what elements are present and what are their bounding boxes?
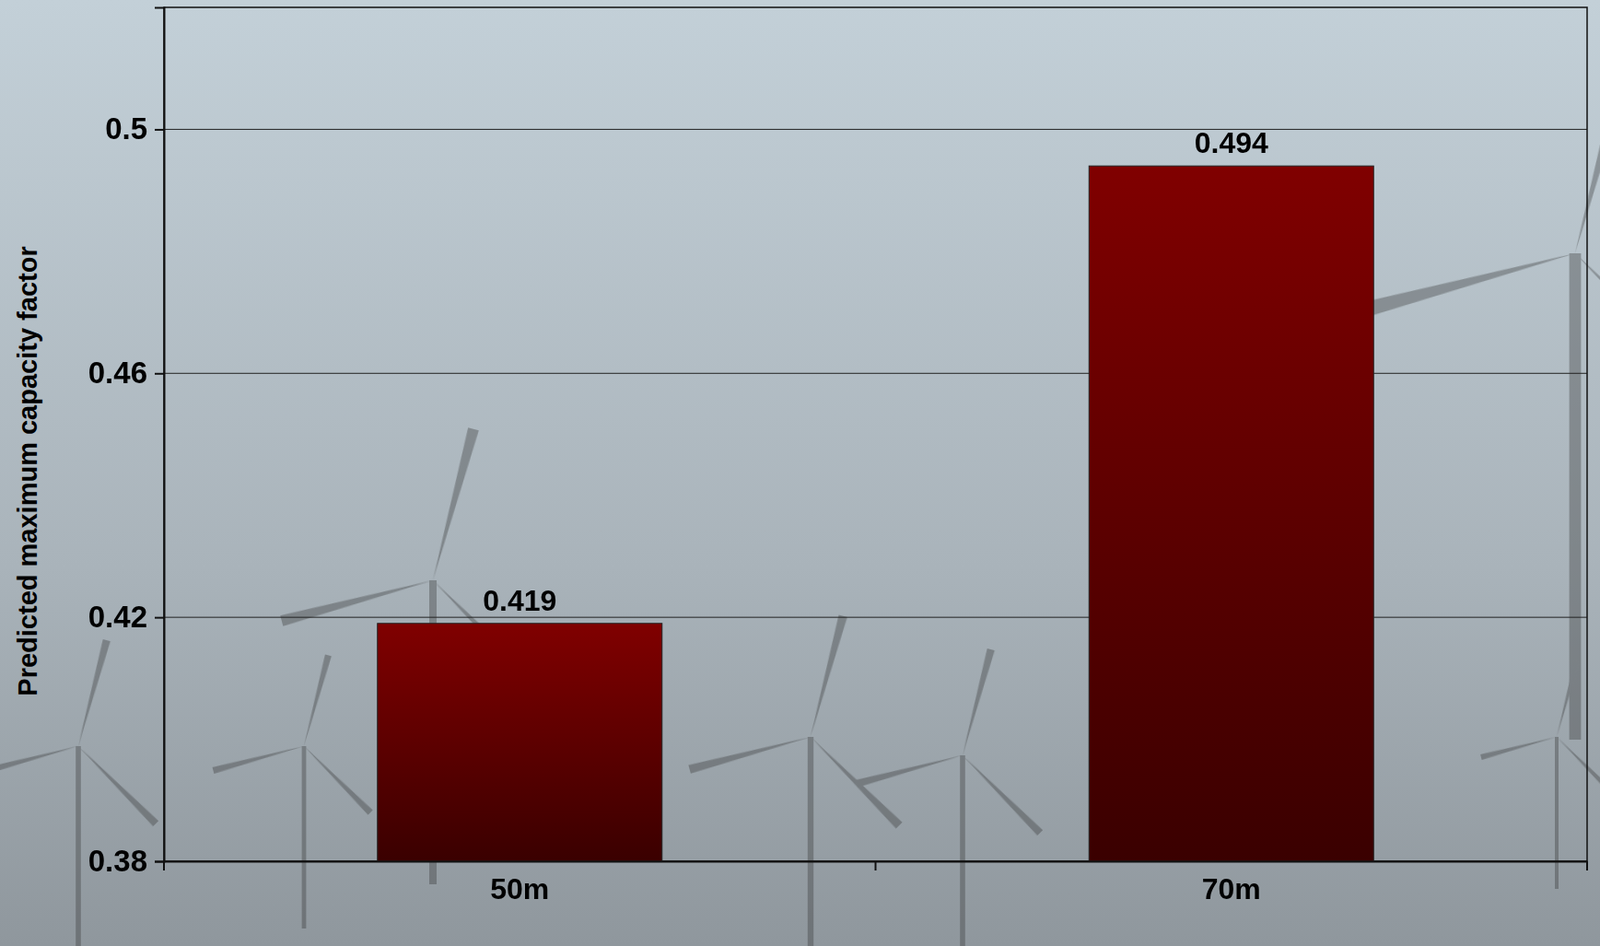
tick-label: 70m: [1202, 872, 1262, 906]
tick: 0.42: [88, 599, 164, 634]
data-label: 0.494: [1194, 126, 1269, 160]
turbine-tower: [75, 746, 82, 946]
turbine-blade: [0, 742, 80, 779]
x-tick-separators: [163, 861, 1588, 871]
turbine-blade: [74, 639, 111, 748]
y-axis: 0.38 0.42 0.46 0.5: [88, 8, 165, 879]
turbine-blade: [280, 574, 434, 627]
turbine: [1480, 660, 1600, 889]
turbine-blade: [427, 427, 479, 582]
chart: 0.38 0.42 0.46 0.5 50m 70m 0.419 0.494 Predicted…: [0, 0, 1600, 946]
turbine-tower: [1554, 736, 1559, 889]
turbine-blade: [805, 614, 847, 738]
tick-mark: [1586, 861, 1589, 871]
axis-line: [154, 8, 165, 863]
turbine: [212, 654, 374, 929]
y-axis-title: Predicted maximum capacity factor: [12, 245, 43, 696]
data-label: 0.419: [482, 583, 557, 618]
turbine: [855, 648, 1043, 946]
turbine-blade: [1566, 9, 1600, 257]
bars: [377, 165, 1375, 862]
data-labels: 0.419 0.494: [482, 126, 1269, 618]
tick-mark: [154, 617, 164, 619]
tick: 70m: [1202, 861, 1262, 906]
tick-label: 50m: [490, 872, 549, 906]
tick-label: 0.38: [88, 843, 148, 878]
tick: 50m: [490, 861, 549, 906]
tick-mark: [163, 861, 165, 871]
turbine-blade: [959, 752, 1043, 836]
turbine-blade: [75, 743, 159, 827]
tick-label: 0.42: [88, 599, 148, 634]
turbine-blade: [212, 743, 305, 774]
turbine-blade: [1554, 735, 1600, 795]
x-axis: 50m 70m: [164, 861, 1589, 906]
tick: 0.38: [88, 843, 164, 878]
turbine-blade: [807, 734, 903, 830]
bar: [1088, 165, 1374, 862]
tick-label: 0.46: [88, 355, 148, 390]
turbine-blade: [301, 743, 373, 815]
turbine-blade: [958, 648, 995, 757]
grid: [163, 128, 1588, 862]
turbine-blade: [1553, 660, 1580, 738]
turbine-blade: [301, 654, 332, 748]
tick-mark: [154, 373, 164, 375]
turbine-tower: [302, 746, 307, 929]
turbine-blade: [1568, 246, 1600, 437]
tick-mark: [154, 861, 164, 864]
bar: [377, 623, 663, 862]
grid-line: [163, 128, 1588, 130]
tick-mark: [875, 861, 877, 871]
tick-label: 0.5: [105, 111, 148, 146]
plot-frame: [163, 7, 1588, 862]
turbine-blade: [855, 751, 964, 788]
decoration: [0, 9, 1600, 946]
tick-mark: [154, 128, 164, 131]
tick: 0.5: [105, 111, 164, 146]
turbine-tower: [959, 755, 966, 946]
turbine-blade: [688, 732, 812, 773]
tick: 0.46: [88, 355, 164, 390]
turbine-blade: [1480, 734, 1558, 760]
turbine-tower: [807, 736, 814, 946]
background: [0, 0, 1600, 946]
